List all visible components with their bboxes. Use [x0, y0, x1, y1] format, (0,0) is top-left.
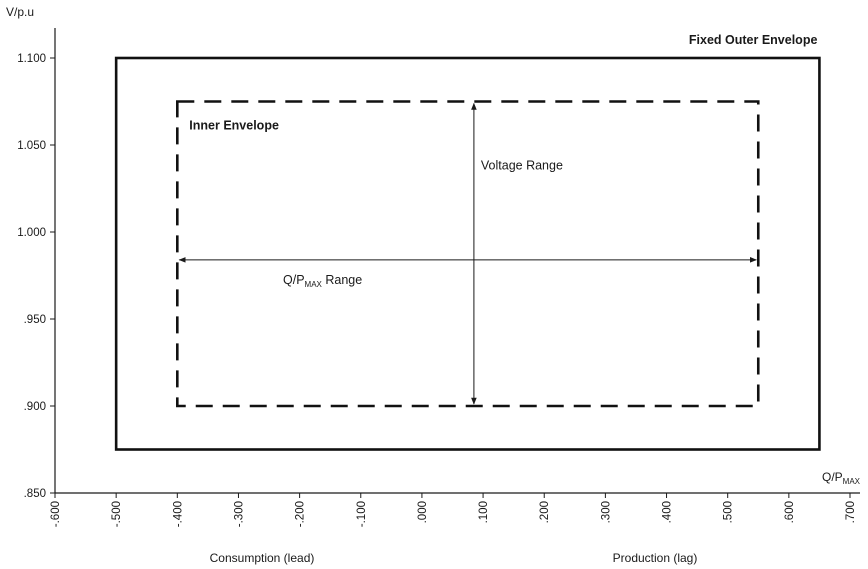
x-tick-label: .300 [600, 501, 612, 523]
x-tick-label: -.300 [233, 501, 245, 527]
y-tick-label: 1.000 [17, 227, 46, 239]
x-tick-label: .200 [539, 501, 551, 523]
outer-envelope-rect [114, 56, 821, 451]
x-tick-label: -.100 [356, 501, 368, 527]
x-tick-label: -.400 [172, 501, 184, 527]
x-tick-label: -.600 [50, 501, 62, 527]
x-ticks: -.600 -.500 -.400 -.300 -.200 -.100 .000 .100 .2… [50, 493, 857, 527]
outer-envelope-label: Fixed Outer Envelope [689, 33, 818, 47]
y-tick-label: .900 [24, 401, 46, 413]
x-tick-label: .000 [417, 501, 429, 523]
q-range-label-suffix: Range [322, 273, 362, 287]
x-axis-title: Q/PMAX [822, 470, 861, 486]
x-tick-label: -.200 [295, 501, 307, 527]
x-tick-label: .100 [478, 501, 490, 523]
q-range-label-main: Q/P [283, 273, 305, 287]
y-tick-label: .850 [24, 488, 46, 500]
x-axis-title-main: Q/P [822, 470, 843, 484]
y-tick-label: .950 [24, 314, 46, 326]
y-tick-label: 1.100 [17, 53, 46, 65]
y-axis-title: V/p.u [6, 5, 34, 19]
x-tick-label: -.500 [111, 501, 123, 527]
y-ticks: .850 .900 .950 1.000 1.050 1.100 [17, 53, 55, 500]
region-label-production: Production (lag) [613, 551, 698, 565]
y-tick-label: 1.050 [17, 140, 46, 152]
inner-envelope-rect [176, 100, 760, 408]
x-tick-label: .600 [784, 501, 796, 523]
x-tick-label: .400 [662, 501, 674, 523]
q-range-label-sub: MAX [305, 280, 323, 289]
voltage-range-label: Voltage Range [481, 158, 563, 172]
x-tick-label: .700 [845, 501, 857, 523]
x-axis-title-sub: MAX [843, 477, 861, 486]
inner-envelope-label: Inner Envelope [189, 119, 279, 133]
region-label-consumption: Consumption (lead) [210, 551, 315, 565]
q-range-label: Q/PMAX Range [283, 273, 362, 289]
x-tick-label: .500 [723, 501, 735, 523]
